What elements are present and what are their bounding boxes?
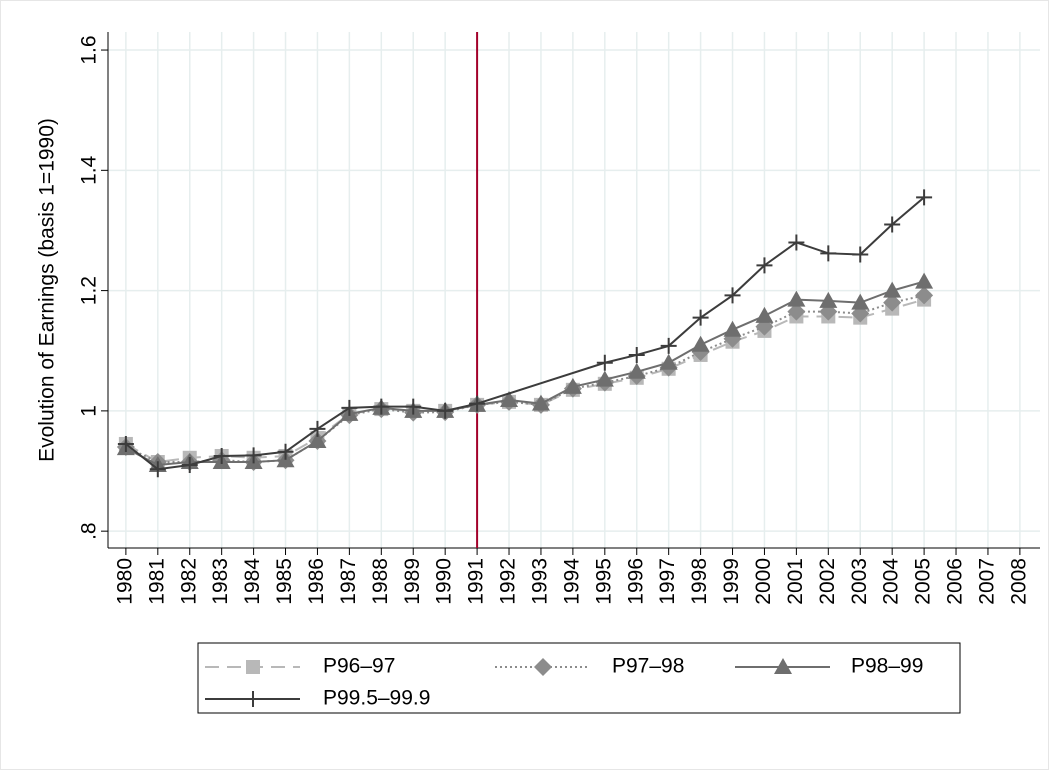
marker — [117, 435, 134, 452]
x-tick-label: 2006 — [944, 558, 967, 605]
marker — [883, 281, 902, 298]
y-tick-label: 1.4 — [78, 155, 101, 185]
legend-box — [197, 642, 961, 714]
marker — [884, 216, 901, 233]
x-tick-label: 1993 — [529, 558, 552, 605]
marker — [787, 290, 806, 307]
x-tick-label: 1996 — [624, 558, 647, 605]
marker — [756, 257, 773, 274]
marker — [724, 287, 741, 304]
marker — [819, 291, 838, 308]
marker — [660, 337, 677, 354]
x-tick-label: 1980 — [113, 558, 136, 605]
legend-label: P99.5–99.9 — [323, 687, 430, 710]
marker — [916, 189, 933, 206]
legend-marker — [534, 658, 552, 676]
x-tick-label: 1981 — [145, 558, 168, 605]
x-tick-label: 1991 — [465, 558, 488, 605]
x-tick-label: 2008 — [1007, 558, 1030, 605]
marker — [373, 398, 390, 415]
x-tick-label: 2000 — [752, 558, 775, 605]
marker — [595, 370, 614, 387]
marker — [500, 391, 519, 408]
legend-marker — [245, 691, 261, 707]
marker — [883, 293, 902, 312]
x-tick-label: 2003 — [848, 558, 871, 605]
marker — [851, 293, 870, 310]
marker — [437, 402, 454, 419]
marker — [755, 306, 774, 323]
x-tick-label: 1994 — [560, 558, 583, 605]
marker — [915, 286, 934, 305]
marker — [308, 431, 327, 448]
x-tick-label: 1987 — [337, 558, 360, 605]
marker — [788, 234, 805, 251]
marker — [469, 395, 486, 412]
x-tick-label: 2002 — [816, 558, 839, 605]
marker — [723, 320, 742, 337]
x-tick-label: 1983 — [209, 558, 232, 605]
x-tick-label: 1989 — [401, 558, 424, 605]
x-tick-label: 2005 — [912, 558, 935, 605]
marker — [692, 309, 709, 326]
legend-marker — [774, 658, 792, 674]
legend-label: P97–98 — [612, 655, 684, 678]
x-tick-label: 1984 — [241, 558, 264, 605]
marker — [149, 461, 166, 478]
legend-label: P96–97 — [323, 655, 395, 678]
x-tick-label: 1988 — [369, 558, 392, 605]
marker — [181, 457, 198, 474]
x-tick-label: 1985 — [273, 558, 296, 605]
y-axis-title: Evolution of Earnings (basis 1=1990) — [36, 118, 59, 462]
marker — [213, 447, 230, 464]
marker — [563, 377, 582, 394]
marker — [531, 394, 550, 411]
x-tick-label: 1982 — [177, 558, 200, 605]
x-tick-label: 1997 — [656, 558, 679, 605]
y-tick-label: 1 — [78, 405, 101, 417]
x-tick-label: 1992 — [497, 558, 520, 605]
marker — [405, 398, 422, 415]
y-tick-label: 1.6 — [78, 35, 101, 64]
x-tick-label: 1986 — [305, 558, 328, 605]
marker — [659, 353, 678, 370]
marker — [341, 399, 358, 416]
marker — [691, 335, 710, 352]
marker — [628, 346, 645, 363]
legend-marker — [246, 660, 260, 674]
y-tick-label: .8 — [78, 522, 101, 540]
x-tick-label: 1995 — [592, 558, 615, 605]
marker — [915, 272, 934, 289]
marker — [245, 447, 262, 464]
marker — [277, 443, 294, 460]
marker — [820, 245, 837, 262]
marker — [596, 354, 613, 371]
marker — [309, 420, 326, 437]
x-tick-label: 2001 — [784, 558, 807, 605]
marker — [787, 302, 806, 321]
x-tick-label: 1990 — [433, 558, 456, 605]
x-tick-label: 2004 — [880, 558, 903, 605]
marker — [627, 362, 646, 379]
x-tick-label: 1998 — [688, 558, 711, 605]
x-tick-label: 2007 — [976, 558, 999, 605]
x-tick-label: 1999 — [720, 558, 743, 605]
legend-label: P98–99 — [851, 655, 923, 678]
y-tick-label: 1.2 — [78, 276, 101, 305]
marker — [852, 246, 869, 263]
